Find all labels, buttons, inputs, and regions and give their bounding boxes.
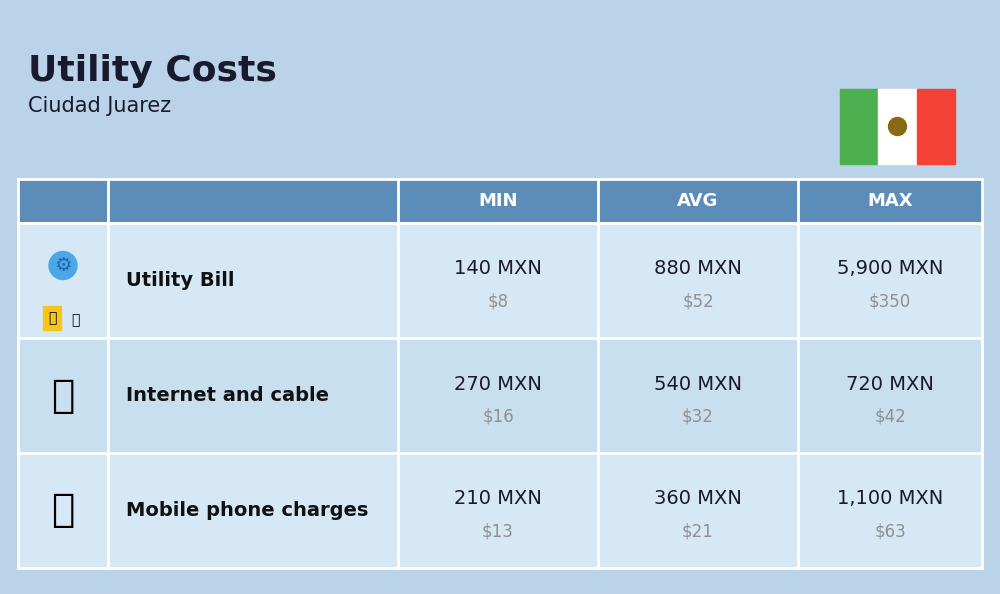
Text: $42: $42 bbox=[874, 407, 906, 425]
Bar bbox=[798, 453, 982, 568]
Circle shape bbox=[889, 118, 906, 135]
Text: ⚙: ⚙ bbox=[54, 256, 72, 275]
Bar bbox=[917, 89, 955, 164]
Bar bbox=[108, 453, 398, 568]
Bar bbox=[398, 453, 598, 568]
Text: Ciudad Juarez: Ciudad Juarez bbox=[28, 96, 171, 116]
Bar bbox=[398, 223, 598, 338]
Text: 270 MXN: 270 MXN bbox=[454, 374, 542, 393]
Text: $16: $16 bbox=[482, 407, 514, 425]
Text: 💧: 💧 bbox=[71, 313, 79, 327]
Bar bbox=[108, 338, 398, 453]
Text: Internet and cable: Internet and cable bbox=[126, 386, 329, 405]
Bar bbox=[798, 179, 982, 223]
Text: MAX: MAX bbox=[867, 192, 913, 210]
Bar bbox=[598, 223, 798, 338]
Bar bbox=[43, 306, 61, 330]
Text: Utility Costs: Utility Costs bbox=[28, 54, 277, 88]
Text: MIN: MIN bbox=[478, 192, 518, 210]
Bar bbox=[598, 338, 798, 453]
Text: 📡: 📡 bbox=[51, 377, 75, 415]
Text: 📱: 📱 bbox=[51, 491, 75, 529]
Bar bbox=[108, 223, 398, 338]
Text: 🔌: 🔌 bbox=[48, 311, 56, 325]
Text: $32: $32 bbox=[682, 407, 714, 425]
Text: 140 MXN: 140 MXN bbox=[454, 260, 542, 279]
Text: 360 MXN: 360 MXN bbox=[654, 489, 742, 508]
Bar bbox=[878, 89, 917, 164]
Bar bbox=[108, 179, 398, 223]
Text: 880 MXN: 880 MXN bbox=[654, 260, 742, 279]
Text: 5,900 MXN: 5,900 MXN bbox=[837, 260, 943, 279]
Text: $52: $52 bbox=[682, 292, 714, 310]
Text: $13: $13 bbox=[482, 522, 514, 540]
Text: AVG: AVG bbox=[677, 192, 719, 210]
Text: Utility Bill: Utility Bill bbox=[126, 271, 234, 290]
Bar bbox=[798, 223, 982, 338]
Bar bbox=[598, 179, 798, 223]
Bar bbox=[598, 453, 798, 568]
Bar bbox=[398, 338, 598, 453]
Bar bbox=[18, 338, 108, 453]
Text: $8: $8 bbox=[487, 292, 509, 310]
Text: Mobile phone charges: Mobile phone charges bbox=[126, 501, 368, 520]
Bar bbox=[398, 179, 598, 223]
Bar bbox=[18, 453, 108, 568]
Bar bbox=[18, 223, 108, 338]
Bar bbox=[798, 338, 982, 453]
Bar bbox=[840, 89, 878, 164]
Circle shape bbox=[49, 251, 77, 280]
Text: $63: $63 bbox=[874, 522, 906, 540]
Text: 🦅: 🦅 bbox=[895, 122, 900, 131]
Text: 210 MXN: 210 MXN bbox=[454, 489, 542, 508]
Text: 540 MXN: 540 MXN bbox=[654, 374, 742, 393]
Text: $21: $21 bbox=[682, 522, 714, 540]
Bar bbox=[18, 179, 108, 223]
Text: 1,100 MXN: 1,100 MXN bbox=[837, 489, 943, 508]
Text: $350: $350 bbox=[869, 292, 911, 310]
Text: 720 MXN: 720 MXN bbox=[846, 374, 934, 393]
